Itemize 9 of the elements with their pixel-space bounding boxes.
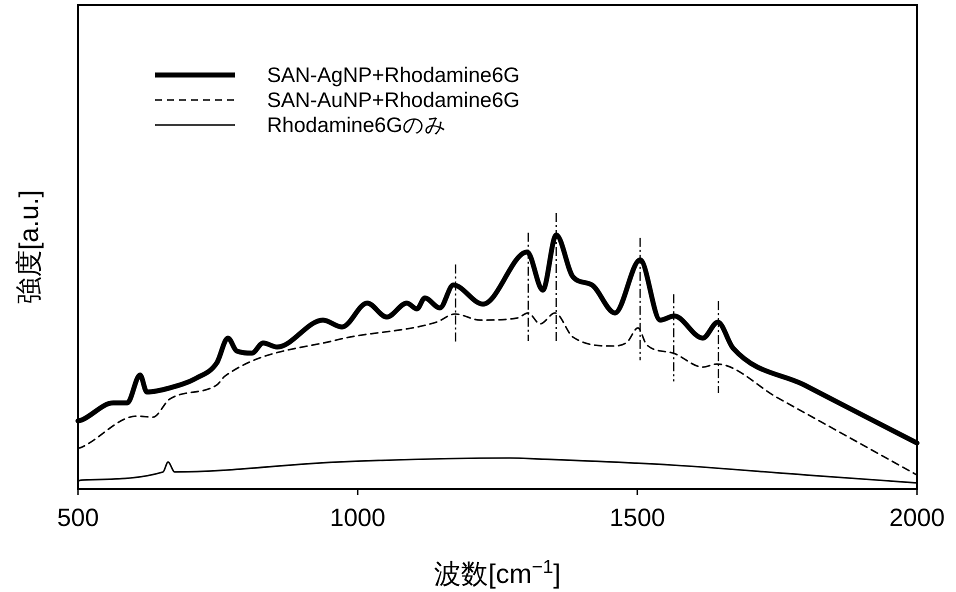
x-tick-label: 1000 bbox=[330, 504, 386, 532]
x-tick-label: 500 bbox=[57, 504, 99, 532]
x-axis-title: 波数[cm$^{−1}$] bbox=[434, 556, 561, 589]
x-tick-label: 1500 bbox=[610, 504, 666, 532]
legend-label: SAN-AgNP+Rhodamine6G bbox=[267, 64, 520, 87]
x-tick-label: 2000 bbox=[889, 504, 945, 532]
legend-label: SAN-AuNP+Rhodamine6G bbox=[267, 89, 520, 112]
legend-label: Rhodamine6Gのみ bbox=[267, 114, 446, 137]
y-axis-title: 強度[a.u.] bbox=[14, 190, 44, 304]
